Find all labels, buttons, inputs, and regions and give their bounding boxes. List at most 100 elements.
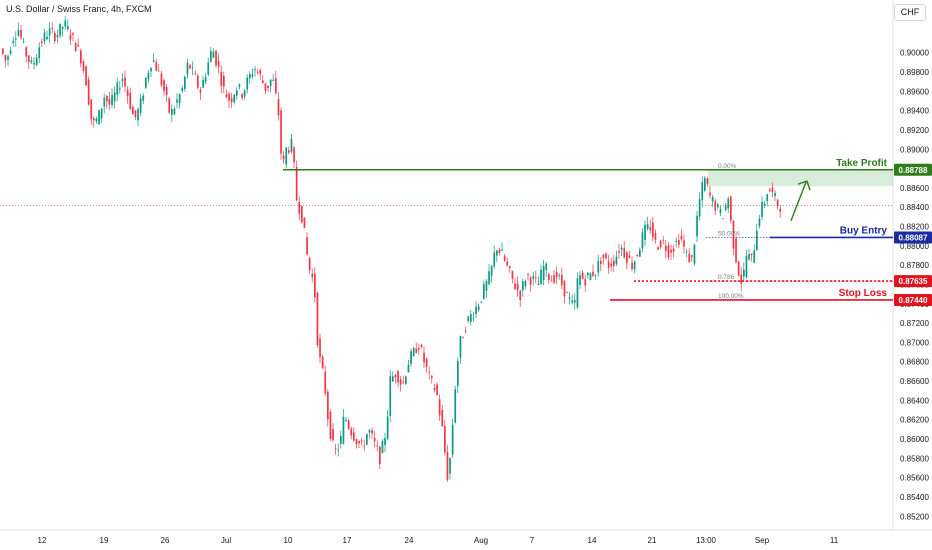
candle-body: [129, 92, 132, 109]
candle-body: [415, 348, 418, 353]
candle-body: [298, 202, 301, 214]
candle-body: [199, 89, 202, 93]
candle-body: [711, 196, 714, 202]
candle-body: [688, 253, 691, 263]
candle-body: [173, 108, 176, 115]
candle-body: [589, 273, 592, 280]
candle-body: [545, 263, 548, 270]
candle-body: [259, 70, 262, 75]
candle-body: [290, 138, 293, 152]
candle-body: [236, 90, 238, 96]
candle-body: [2, 48, 4, 54]
candle-body: [329, 411, 332, 439]
candle-body: [472, 317, 475, 319]
candle-body: [67, 26, 69, 30]
candle-body: [678, 239, 680, 245]
candle-body: [394, 374, 397, 378]
candle-body: [498, 249, 501, 254]
candle-body: [282, 155, 285, 160]
candle-body: [654, 233, 657, 240]
candle-body: [33, 63, 35, 65]
candle-body: [238, 84, 241, 87]
candle-body: [665, 246, 667, 252]
candle-body: [602, 254, 605, 258]
candle-body: [457, 361, 459, 386]
candle-body: [9, 50, 12, 54]
candle-body: [90, 99, 93, 120]
target-arrow-head: [797, 180, 811, 191]
candle-body: [683, 240, 685, 247]
candle-body: [30, 60, 33, 63]
candle-body: [56, 35, 59, 38]
candle-body: [532, 276, 535, 279]
candle-body: [303, 217, 306, 228]
y-tick-label: 0.86600: [900, 377, 929, 386]
candle-body: [7, 56, 9, 60]
candle-body: [262, 80, 264, 83]
candle-body: [155, 61, 158, 71]
candle-body: [399, 379, 402, 385]
candle-body: [779, 208, 782, 212]
candle-body: [334, 448, 337, 449]
candle-body: [98, 110, 100, 125]
candle-body: [662, 239, 665, 241]
candle-body: [285, 147, 288, 165]
candle-body: [704, 178, 706, 191]
candle-body: [724, 205, 727, 210]
candle-body: [293, 147, 295, 163]
candle-body: [319, 338, 321, 358]
candle-body: [178, 94, 181, 104]
candle-body: [649, 227, 652, 231]
candle-body: [347, 420, 350, 429]
candle-body: [215, 50, 217, 66]
candle-body: [25, 47, 28, 57]
candle-body: [95, 118, 98, 122]
candle-body: [592, 271, 594, 277]
candle-body: [477, 306, 480, 310]
candle-body: [748, 254, 750, 260]
candle-body: [561, 275, 563, 285]
candle-body: [646, 224, 649, 229]
candle-body: [623, 248, 626, 258]
candle-body: [639, 249, 641, 257]
candle-body: [613, 260, 615, 266]
candle-body: [251, 74, 254, 77]
candle-body: [384, 438, 386, 446]
candle-body: [191, 67, 194, 69]
candle-body: [108, 98, 111, 105]
candle-body: [272, 79, 275, 81]
candle-body: [145, 77, 147, 88]
candle-body: [732, 220, 735, 249]
candle-body: [77, 44, 80, 47]
candle-body: [501, 249, 503, 251]
candle-body: [641, 232, 644, 249]
candle-body: [163, 80, 165, 91]
candle-body: [176, 99, 178, 103]
candle-body: [423, 352, 425, 363]
x-tick-label: 13:00: [696, 536, 717, 545]
candle-body: [735, 238, 737, 263]
candle-body: [223, 76, 225, 87]
y-tick-label: 0.85200: [900, 512, 929, 521]
candle-body: [230, 98, 233, 103]
candle-body: [160, 73, 163, 86]
candle-body: [633, 261, 636, 270]
currency-button[interactable]: CHF: [894, 4, 926, 21]
candle-body: [636, 254, 639, 256]
candle-body: [766, 194, 769, 202]
candle-body: [444, 426, 446, 453]
candle-body: [126, 90, 129, 96]
candle-body: [509, 266, 511, 268]
candle-body: [124, 77, 126, 87]
candle-body: [652, 222, 654, 238]
candle-body: [22, 41, 25, 42]
candle-body: [301, 205, 303, 223]
candle-body: [574, 300, 576, 303]
y-tick-label: 0.86800: [900, 358, 929, 367]
candle-body: [327, 391, 329, 420]
candle-body: [607, 261, 610, 269]
candle-body: [243, 90, 246, 97]
candle-body: [82, 61, 85, 72]
